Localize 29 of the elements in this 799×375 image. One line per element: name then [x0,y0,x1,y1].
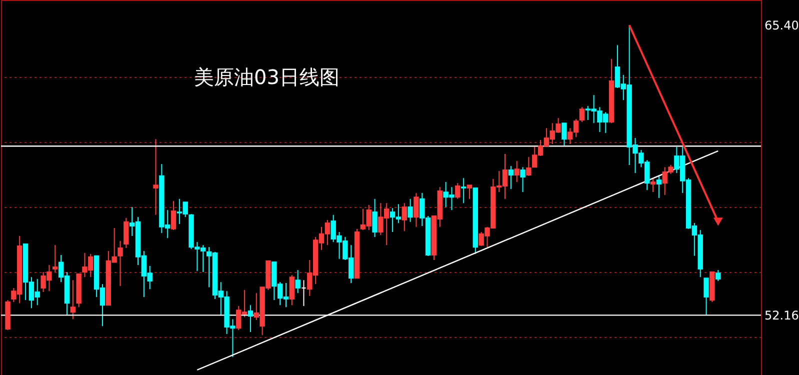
candlestick [520,166,526,193]
candlestick [526,156,532,176]
candlestick [70,280,76,320]
candlestick [289,274,295,306]
candlestick [716,270,721,282]
candlestick [52,244,58,273]
text: 美原油03日线图 [194,65,340,89]
candlestick [455,182,460,200]
candlestick [372,198,378,238]
candlestick [408,198,413,222]
candlestick [508,166,514,190]
y-tick-label: 65.40 [764,18,799,33]
candlestick [562,122,567,147]
candlestick [118,240,123,287]
candlestick [514,160,520,183]
y-tick-label: 52.16 [764,308,799,323]
candlestick [170,200,176,230]
candlestick [656,174,662,199]
candlestick [466,184,472,200]
candlestick [248,304,254,333]
candlestick [124,217,129,248]
candlestick [153,138,158,216]
candlestick [650,178,656,193]
candlestick [704,278,709,316]
candlestick [402,202,407,232]
candlestick [579,106,585,123]
candlestick [295,270,300,294]
candlestick [414,192,419,228]
candlestick [460,178,466,204]
